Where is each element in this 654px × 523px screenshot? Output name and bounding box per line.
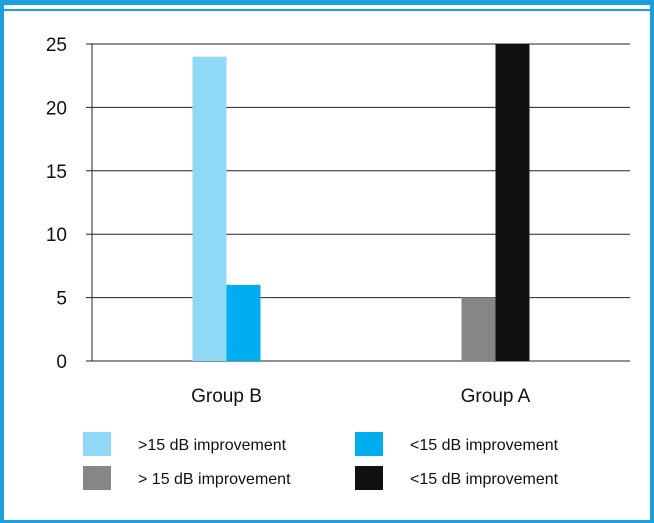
x-category-label: Group A <box>461 386 531 407</box>
bar <box>226 284 261 361</box>
top-accent-line <box>0 9 654 11</box>
legend-label: <15 dB improvement <box>410 437 559 454</box>
y-tick-label: 20 <box>46 98 67 119</box>
bar <box>495 44 530 361</box>
y-tick-label: 0 <box>56 352 67 373</box>
top-accent-bar <box>0 0 654 5</box>
legend-swatch <box>355 432 383 456</box>
legend-swatch <box>83 432 111 456</box>
bar <box>192 56 227 362</box>
x-category-label: Group B <box>191 386 262 407</box>
y-tick-label: 5 <box>56 289 67 310</box>
legend-swatch <box>355 466 383 490</box>
legend-label: <15 dB improvement <box>410 471 559 488</box>
y-tick-label: 25 <box>46 35 67 56</box>
x-category-labels: Group B Group A <box>191 386 531 407</box>
y-tick-label: 10 <box>46 225 67 246</box>
legend-label: >15 dB improvement <box>138 437 287 454</box>
y-tick-label: 15 <box>46 162 67 183</box>
legend: >15 dB improvement <15 dB improvement > 15… <box>83 432 559 490</box>
bar <box>461 297 496 361</box>
legend-label: > 15 dB improvement <box>138 471 291 488</box>
bars <box>192 44 530 362</box>
gridlines <box>86 43 630 362</box>
legend-swatch <box>83 466 111 490</box>
y-tick-labels: 0 5 10 15 20 25 <box>46 35 67 373</box>
